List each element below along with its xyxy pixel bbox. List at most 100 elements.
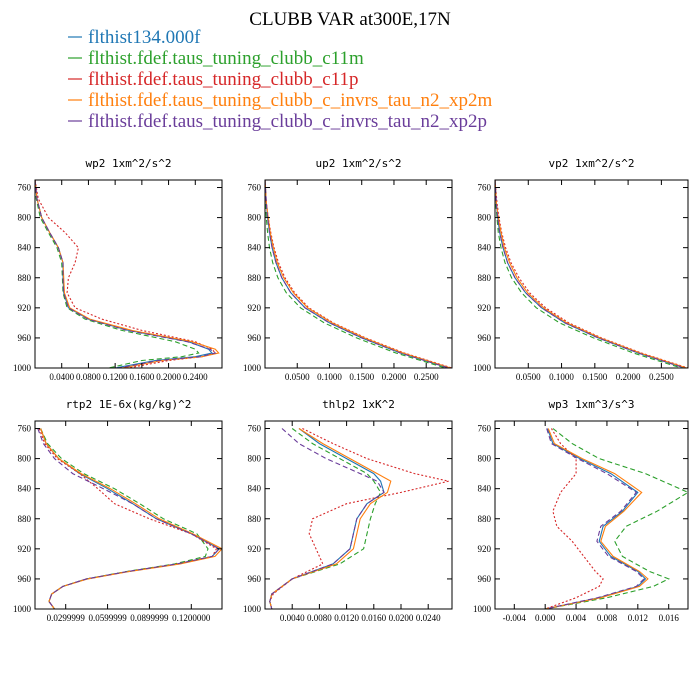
y-tick-label: 760	[18, 424, 32, 434]
y-tick-label: 800	[18, 213, 32, 223]
x-tick-label: 0.0299999	[47, 613, 86, 623]
x-tick-label: 0.2500	[414, 372, 439, 382]
x-tick-label: 0.1500	[582, 372, 607, 382]
series-line	[269, 428, 392, 609]
x-tick-label: 0.0800	[76, 372, 101, 382]
y-tick-label: 1000	[473, 363, 492, 373]
x-tick-label: 0.0120	[334, 613, 359, 623]
y-tick-label: 800	[248, 213, 262, 223]
series-line	[269, 428, 382, 609]
x-tick-label: 0.016	[659, 613, 680, 623]
chart-panel: rtp2 1E-6x(kg/kg)^2 760 800 840 880 920 960 100…	[13, 398, 223, 623]
plot-frame	[494, 179, 689, 369]
series-line	[38, 428, 218, 609]
plot-frame	[264, 420, 453, 610]
plot-frame	[34, 179, 223, 369]
legend-entry: flthist.fdef.taus_tuning_clubb_c_invrs_t…	[88, 111, 487, 132]
series-line	[495, 180, 687, 368]
x-tick-label: 0.1500	[349, 372, 374, 382]
series-line	[545, 428, 645, 609]
series-line	[269, 428, 385, 609]
y-tick-label: 800	[478, 213, 492, 223]
y-tick-label: 840	[478, 243, 492, 253]
y-tick-label: 760	[18, 183, 32, 193]
series-group	[35, 180, 220, 368]
panel-title: vp2 1xm^2/s^2	[548, 157, 634, 170]
y-tick-label: 960	[248, 333, 262, 343]
x-tick-label: 0.2500	[649, 372, 674, 382]
y-tick-label: 1000	[243, 363, 262, 373]
x-tick-label: 0.0500	[285, 372, 310, 382]
series-line	[545, 428, 649, 609]
y-tick-label: 840	[478, 484, 492, 494]
figure-title: CLUBB VAR at300E,17N	[249, 9, 451, 30]
x-tick-label: 0.0040	[280, 613, 305, 623]
legend-entry: flthist.fdef.taus_tuning_clubb_c_invrs_t…	[88, 90, 492, 111]
y-tick-label: 960	[478, 574, 492, 584]
series-group	[37, 428, 222, 609]
y-tick-label: 960	[18, 574, 32, 584]
x-tick-label: 0.008	[597, 613, 618, 623]
y-tick-label: 920	[18, 544, 32, 554]
y-tick-label: 880	[18, 514, 32, 524]
x-tick-label: 0.0080	[307, 613, 332, 623]
chart-panels: wp2 1xm^2/s^2 760 800 840 880 920 960 1000 0.040…	[13, 157, 689, 623]
panel-title: rtp2 1E-6x(kg/kg)^2	[66, 398, 192, 411]
series-group	[265, 180, 452, 368]
series-group	[269, 428, 449, 609]
x-tick-label: 0.1200	[103, 372, 128, 382]
y-tick-label: 880	[248, 273, 262, 283]
y-tick-label: 880	[478, 514, 492, 524]
legend-entry: flthist134.000f	[88, 27, 201, 48]
y-tick-label: 880	[18, 273, 32, 283]
series-line	[40, 428, 209, 609]
series-line	[495, 180, 688, 368]
y-tick-label: 1000	[473, 604, 492, 614]
series-line	[35, 180, 214, 368]
x-tick-label: 0.2400	[183, 372, 208, 382]
x-tick-label: 0.2000	[616, 372, 641, 382]
y-tick-label: 1000	[243, 604, 262, 614]
y-tick-label: 920	[248, 303, 262, 313]
panel-title: up2 1xm^2/s^2	[315, 157, 401, 170]
x-tick-label: 0.0200	[389, 613, 414, 623]
series-group	[545, 428, 688, 609]
y-tick-label: 800	[478, 454, 492, 464]
series-line	[545, 428, 688, 609]
panel-title: wp2 1xm^2/s^2	[85, 157, 171, 170]
plot-frame	[264, 179, 453, 369]
series-line	[495, 180, 685, 368]
legend: flthist134.000f flthist.fdef.taus_tuning_…	[68, 27, 492, 132]
panel-title: thlp2 1xK^2	[322, 398, 395, 411]
x-tick-label: 0.2000	[156, 372, 181, 382]
series-line	[545, 428, 604, 609]
chart-panel: vp2 1xm^2/s^2 760 800 840 880 920 960 1000 0.050…	[473, 157, 689, 382]
series-line	[40, 428, 221, 609]
panel-title: wp3 1xm^3/s^3	[548, 398, 634, 411]
series-line	[35, 180, 200, 368]
x-tick-label: 0.0500	[516, 372, 541, 382]
x-tick-label: 0.2000	[382, 372, 407, 382]
x-tick-label: 0.1000	[317, 372, 342, 382]
y-tick-label: 1000	[13, 604, 32, 614]
x-tick-label: 0.012	[628, 613, 648, 623]
x-tick-label: 0.1600	[129, 372, 154, 382]
y-tick-label: 920	[478, 303, 492, 313]
x-tick-label: 0.0160	[361, 613, 386, 623]
x-tick-label: 0.0400	[49, 372, 74, 382]
x-tick-label: 0.000	[535, 613, 556, 623]
series-line	[269, 428, 385, 609]
y-tick-label: 760	[478, 424, 492, 434]
x-tick-label: 0.004	[566, 613, 587, 623]
series-line	[545, 428, 647, 609]
chart-panel: wp2 1xm^2/s^2 760 800 840 880 920 960 1000 0.040…	[13, 157, 223, 382]
y-tick-label: 1000	[13, 363, 32, 373]
y-tick-label: 960	[478, 333, 492, 343]
series-line	[35, 180, 217, 368]
series-line	[265, 180, 451, 368]
legend-entry: flthist.fdef.taus_tuning_clubb_c11p	[88, 69, 359, 90]
y-tick-label: 800	[18, 454, 32, 464]
series-line	[40, 428, 222, 609]
x-tick-label: 0.0599999	[88, 613, 127, 623]
